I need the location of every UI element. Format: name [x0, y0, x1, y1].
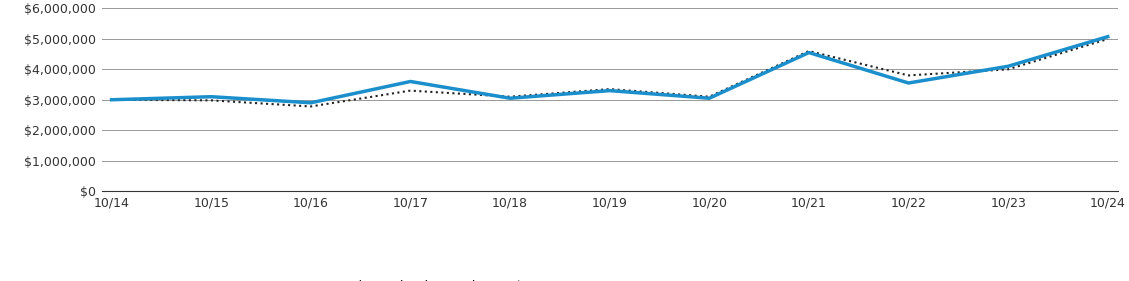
Legend: JPMorgan Europe Dynamic Fund - Class L Shares: $5,072,254, MSCI Europe Index (ne: JPMorgan Europe Dynamic Fund - Class L S… — [159, 275, 593, 281]
